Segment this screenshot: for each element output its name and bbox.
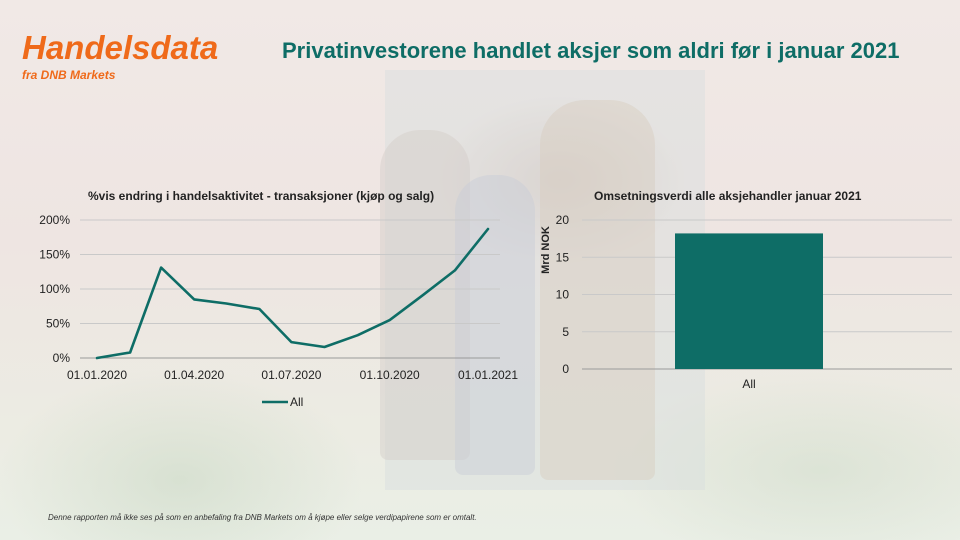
y-tick-label: 10 <box>556 288 570 302</box>
x-tick-label: 01.01.2020 <box>67 368 127 382</box>
y-tick-label: 0 <box>562 362 569 376</box>
y-tick-label: 5 <box>562 325 569 339</box>
background-door <box>385 70 705 490</box>
y-tick-label: 200% <box>39 213 70 227</box>
y-tick-label: 50% <box>46 317 70 331</box>
x-tick-label: All <box>742 377 755 391</box>
background-person <box>455 175 535 475</box>
x-tick-label: 01.10.2020 <box>360 368 420 382</box>
y-axis-label: Mrd NOK <box>540 226 552 274</box>
brand-logo: Handelsdata fra DNB Markets <box>22 29 219 83</box>
bar-all <box>675 233 823 369</box>
page-title: Privatinvestorene handlet aksjer som ald… <box>282 38 900 63</box>
legend-label: All <box>290 395 303 409</box>
x-tick-label: 01.07.2020 <box>261 368 321 382</box>
disclaimer-text: Denne rapporten må ikke ses på som en an… <box>48 513 477 522</box>
bar-chart-title: Omsetningsverdi alle aksjehandler januar… <box>594 189 862 203</box>
series-line-all <box>95 227 490 360</box>
y-tick-label: 100% <box>39 282 70 296</box>
background-person <box>540 100 655 480</box>
y-tick-label: 20 <box>556 213 570 227</box>
y-tick-label: 15 <box>556 250 570 264</box>
y-tick-label: 150% <box>39 248 70 262</box>
brand-subtitle: fra DNB Markets <box>22 68 116 82</box>
x-tick-label: 01.04.2020 <box>164 368 224 382</box>
x-tick-label: 01.01.2021 <box>458 368 518 382</box>
y-tick-label: 0% <box>53 351 71 365</box>
line-chart-title: %vis endring i handelsaktivitet - transa… <box>88 189 435 203</box>
brand-title: Handelsdata <box>22 29 219 66</box>
